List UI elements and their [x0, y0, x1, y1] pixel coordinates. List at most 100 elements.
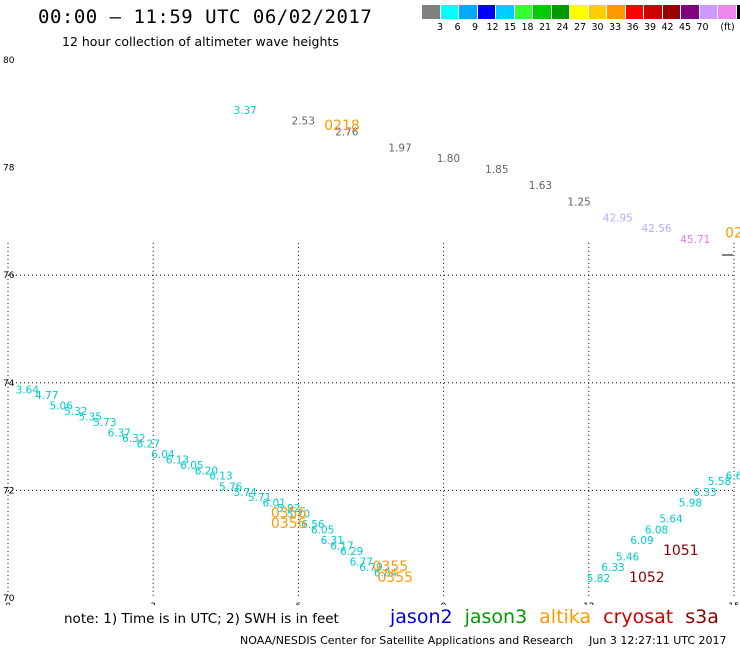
wave-height-label: 6.04 — [151, 449, 175, 461]
wave-height-label: 6.13 — [209, 471, 232, 483]
y-tick-label: 72 — [3, 486, 14, 496]
colorbar-label: 33 — [608, 22, 622, 33]
satellite-legend: jason2 jason3 altika cryosat s3a — [390, 606, 719, 628]
colorbar-swatch — [699, 5, 718, 19]
legend-entry: jason3 — [464, 606, 528, 628]
colorbar-label: 70 — [696, 22, 709, 33]
time-label: 0355 — [373, 559, 409, 575]
time-label: 1052 — [629, 570, 665, 586]
colorbar-label: 6 — [454, 22, 461, 33]
time-label: 0356 — [271, 516, 307, 532]
wave-height-label: 6.29 — [340, 546, 363, 558]
colorbar — [422, 5, 740, 21]
wave-height-label: 6.33 — [693, 487, 716, 499]
colorbar-swatch — [625, 5, 644, 19]
time-label: 0218 — [324, 118, 360, 134]
y-tick-label: 70 — [3, 594, 15, 604]
credit-line: NOAA/NESDIS Center for Satellite Applica… — [240, 634, 727, 647]
wave-height-label: 45.71 — [680, 234, 710, 246]
colorbar-swatch — [551, 5, 570, 19]
time-label: 02 — [725, 226, 740, 242]
wave-height-label: 1.85 — [485, 164, 508, 176]
colorbar-label: 12 — [486, 22, 499, 33]
wave-height-label: 6.17 — [330, 541, 353, 553]
page-title: 00:00 – 11:59 UTC 06/02/2017 — [38, 6, 373, 28]
note-text: note: 1) Time is in UTC; 2) SWH is in fe… — [64, 611, 339, 627]
colorbar-swatch — [662, 5, 681, 19]
colorbar-label: 24 — [556, 22, 569, 33]
wave-height-label: 6.84 — [374, 567, 398, 579]
colorbar-label: 42 — [661, 22, 674, 33]
wave-height-label: 5.32 — [64, 406, 87, 418]
colorbar-label: 27 — [573, 22, 587, 33]
wave-height-chart: 70 72 74 76 78 80 0 3 6 9 12 15 3.37 2.53 2.76 1.97 1.80… — [3, 56, 740, 605]
credit-timestamp: Jun 3 12:27:11 UTC 2017 — [589, 634, 727, 647]
wave-height-label: 2.53 — [292, 116, 315, 128]
wave-height-label: 6.09 — [630, 535, 653, 547]
legend-entry: s3a — [685, 606, 719, 628]
y-tick-label: 78 — [3, 164, 15, 174]
wave-height-label: 5.35 — [79, 411, 102, 423]
colorbar-label: 15 — [503, 22, 517, 33]
wave-height-label: 5.73 — [93, 417, 116, 429]
wave-height-label: 5.92 — [277, 503, 300, 515]
wave-height-label: 1.80 — [437, 153, 460, 165]
colorbar-swatch — [570, 5, 589, 19]
colorbar-label: 45 — [678, 22, 692, 33]
colorbar-swatch — [440, 5, 459, 19]
colorbar-swatch — [588, 5, 607, 19]
colorbar-swatch — [496, 5, 515, 19]
x-tick-label: 9 — [441, 602, 447, 605]
wave-height-label: 42.56 — [642, 223, 672, 235]
wave-height-label: 5.64 — [659, 514, 683, 526]
colorbar-swatch — [681, 5, 700, 19]
colorbar-swatch — [459, 5, 478, 19]
colorbar-swatch — [718, 5, 737, 19]
colorbar-label: 21 — [538, 22, 552, 33]
x-tick-label: 12 — [583, 602, 594, 605]
colorbar-label: 9 — [471, 22, 479, 33]
wave-height-label: 3.37 — [233, 105, 256, 117]
colorbar-label: 30 — [591, 22, 604, 33]
wave-height-label: 1.97 — [388, 142, 411, 154]
wave-height-label: 6.31 — [321, 535, 344, 547]
y-tick-label: 80 — [3, 56, 15, 66]
x-tick-label: 3 — [150, 602, 156, 605]
wave-height-label: 5.98 — [679, 498, 702, 510]
wave-height-label: 6.13 — [166, 455, 189, 467]
colorbar-label: 3 — [436, 22, 444, 33]
wave-height-label: 6.01 — [263, 498, 286, 510]
wave-height-label: 4.77 — [35, 390, 58, 402]
wave-height-label: 6.05 — [311, 524, 334, 536]
colorbar-swatch — [422, 5, 441, 19]
legend-entry: jason2 — [390, 606, 453, 628]
wave-height-label: 6.20 — [195, 465, 218, 477]
time-label: 1051 — [663, 543, 699, 559]
x-tick-label: 0 — [5, 602, 11, 605]
colorbar-unit: (ft) — [720, 22, 735, 33]
wave-height-label: 5.76 — [219, 481, 243, 493]
wave-height-label: 6.77 — [350, 557, 373, 569]
wave-height-label: 6.27 — [137, 438, 160, 450]
time-label: 0356 — [271, 505, 307, 521]
colorbar-label: 36 — [626, 22, 639, 33]
credit-org: NOAA/NESDIS Center for Satellite Applica… — [240, 634, 574, 647]
legend-entry: altika — [539, 606, 592, 628]
wave-height-label: 1.63 — [529, 180, 552, 192]
colorbar-swatch — [477, 5, 496, 19]
wave-height-label: 6.33 — [601, 562, 624, 574]
time-label: 0355 — [377, 570, 413, 586]
wave-height-label: 42.95 — [603, 212, 633, 224]
colorbar-swatch — [736, 5, 740, 19]
wave-height-label: 6.79 — [359, 562, 382, 574]
colorbar-swatch — [533, 5, 552, 19]
x-tick-label: 6 — [296, 602, 302, 605]
wave-height-label: 6.08 — [645, 524, 668, 536]
page-subtitle: 12 hour collection of altimeter wave hei… — [62, 34, 339, 49]
wave-height-label: 5.74 — [233, 487, 257, 499]
colorbar-label: 39 — [643, 22, 657, 33]
wave-height-label: 5.71 — [248, 492, 271, 504]
wave-height-label: 6.05 — [180, 460, 203, 472]
colorbar-label: 18 — [521, 22, 534, 33]
wave-height-label: 6.37 — [108, 428, 131, 440]
